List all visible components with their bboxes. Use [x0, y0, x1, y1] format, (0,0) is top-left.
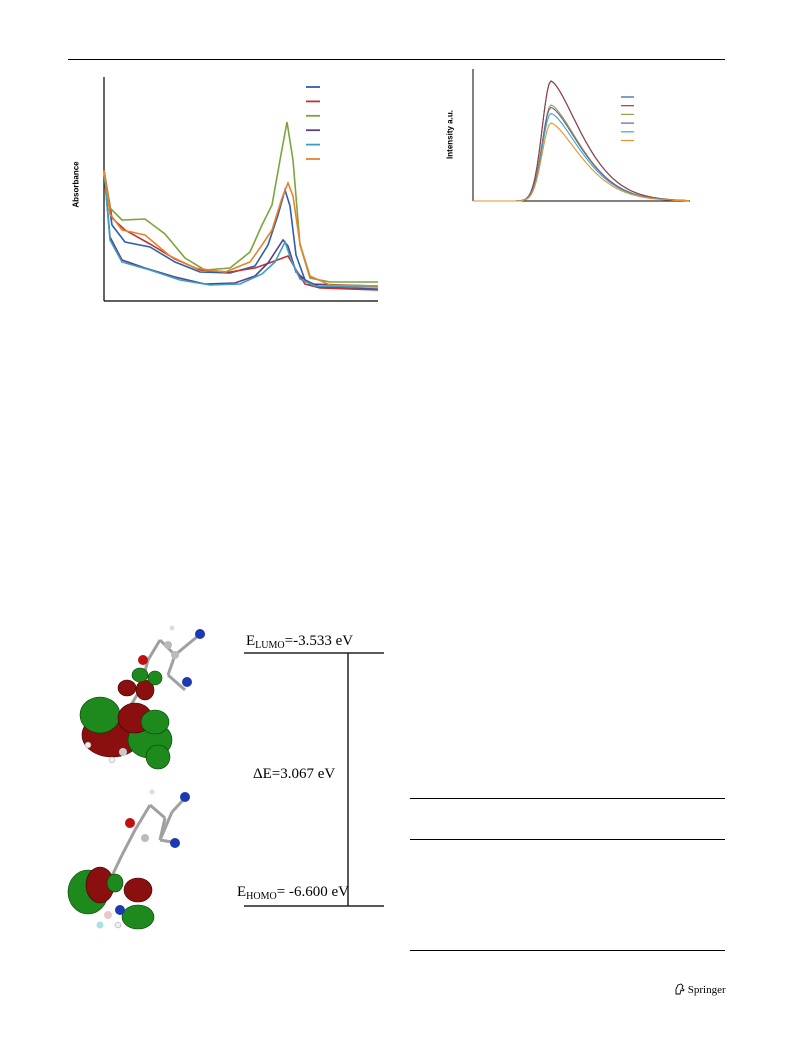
header-rule	[68, 59, 725, 60]
absorbance-curve-1	[103, 169, 379, 290]
absorbance-curve-5	[103, 169, 379, 288]
springer-horse-icon	[675, 983, 685, 995]
table-top-rule	[410, 798, 725, 799]
lumo-energy-label: ELUMO=-3.533 eV	[246, 633, 354, 651]
energy-gap-label: ΔE=3.067 eV	[253, 766, 336, 782]
publisher-name: Springer	[687, 984, 726, 996]
homo-molecule	[67, 789, 190, 930]
table-bottom-rule	[410, 950, 725, 951]
emission-curve-6	[473, 122, 689, 202]
homo-energy-label: EHOMO= -6.600 eV	[237, 884, 349, 902]
publisher-logo: Springer	[674, 983, 726, 996]
table-header-rule	[410, 839, 725, 840]
lumo-molecule	[79, 625, 205, 770]
absorbance-curve-6	[103, 169, 379, 287]
